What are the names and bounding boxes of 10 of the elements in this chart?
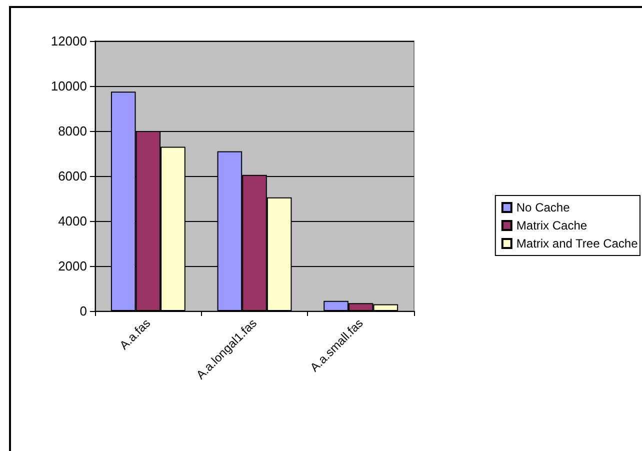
y-tick-label: 2000 [58,258,87,274]
y-tick-label: 8000 [58,124,87,138]
y-tick-label: 12000 [50,34,87,48]
y-tick-label: 0 [80,304,87,318]
legend-label: No Cache [516,200,570,214]
legend-label: Matrix and Tree Cache [516,236,638,250]
y-tick-label: 4000 [58,214,87,228]
y-tick-label: 10000 [50,78,87,94]
y-tick-label: 6000 [58,168,87,184]
legend-label: Matrix Cache [516,218,588,232]
